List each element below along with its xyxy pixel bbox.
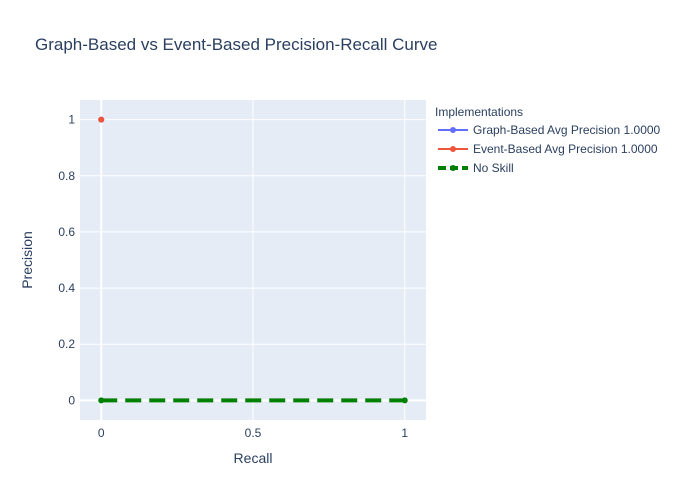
y-tick-label: 0.6 (58, 225, 75, 239)
y-axis-label: Precision (19, 231, 35, 289)
legend-label: No Skill (473, 161, 514, 175)
chart-title: Graph-Based vs Event-Based Precision-Rec… (35, 35, 438, 54)
x-tick-label: 1 (401, 426, 408, 440)
y-tick-label: 0.8 (58, 169, 75, 183)
legend: Implementations Graph-Based Avg Precisio… (435, 105, 661, 175)
legend-label: Graph-Based Avg Precision 1.0000 (473, 123, 661, 137)
legend-item[interactable]: No Skill (438, 161, 514, 175)
legend-item[interactable]: Graph-Based Avg Precision 1.0000 (438, 123, 661, 137)
legend-item[interactable]: Event-Based Avg Precision 1.0000 (438, 142, 658, 156)
x-tick-label: 0.5 (245, 426, 262, 440)
legend-marker (450, 165, 456, 171)
x-axis-label: Recall (234, 450, 273, 466)
legend-marker (450, 146, 456, 152)
series-layer (98, 116, 408, 404)
data-point (98, 397, 105, 404)
series-1 (98, 116, 105, 123)
series-2 (98, 397, 408, 404)
data-point (98, 116, 105, 123)
y-tick-label: 0 (68, 393, 75, 407)
x-tick-label: 0 (98, 426, 105, 440)
x-tick-labels: 0 0.5 1 (98, 426, 409, 440)
y-tick-label: 0.2 (58, 337, 75, 351)
legend-marker (450, 127, 456, 133)
legend-title: Implementations (435, 105, 523, 119)
y-tick-label: 1 (68, 113, 75, 127)
legend-label: Event-Based Avg Precision 1.0000 (473, 142, 658, 156)
y-tick-labels: 0 0.2 0.4 0.6 0.8 1 (58, 113, 75, 408)
data-point (401, 397, 408, 404)
y-tick-label: 0.4 (58, 281, 75, 295)
